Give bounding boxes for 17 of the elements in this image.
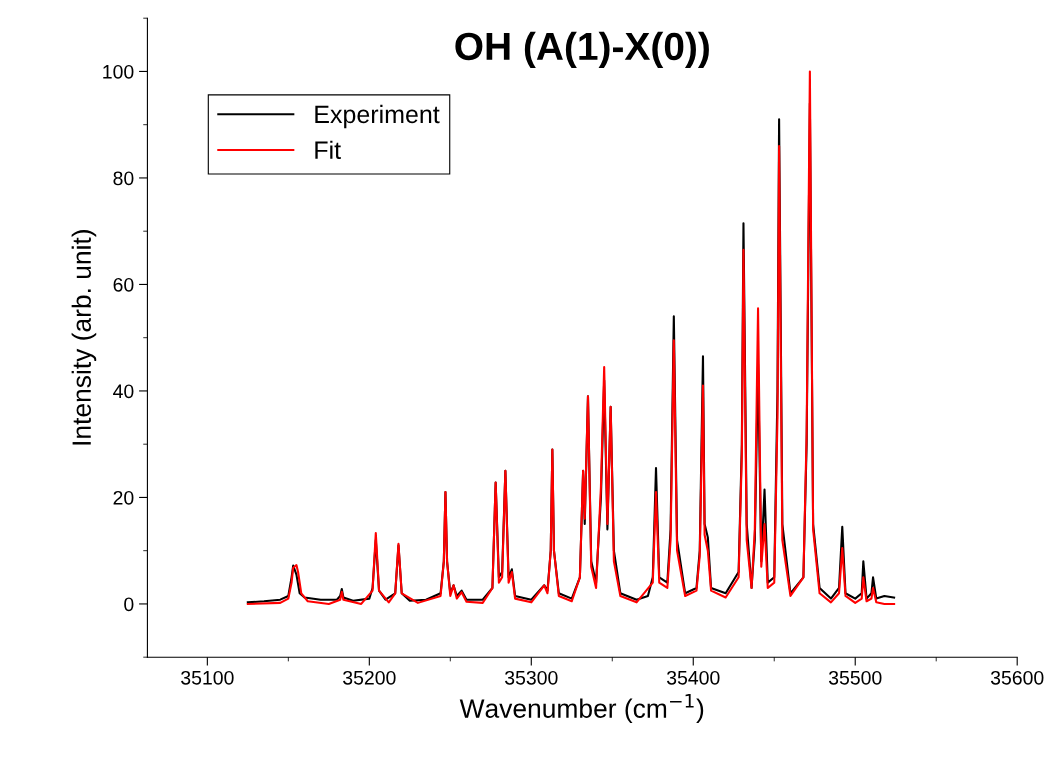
y-tick-label: 100 — [103, 64, 134, 79]
y-tick-label: 60 — [113, 277, 134, 292]
x-tick-label: 35200 — [343, 670, 396, 685]
legend-label: Fit — [315, 140, 341, 159]
y-tick-label: 20 — [113, 490, 134, 505]
x-tick-label: 35400 — [666, 670, 720, 685]
y-axis-title: Intensity (arb. unit) — [71, 230, 97, 445]
x-tick-label: 35100 — [181, 670, 234, 685]
y-tick-label: 40 — [113, 384, 134, 399]
x-axis-title: Wavenumber (cm$^{−1}$) — [459, 694, 704, 724]
x-tick-label: 35600 — [990, 670, 1044, 685]
legend-label: Experiment — [315, 104, 440, 129]
chart-title: OH (A(1)-X(0)) — [455, 31, 709, 68]
y-tick-label: 80 — [113, 171, 134, 186]
y-tick-label: 0 — [124, 597, 134, 612]
x-tick-label: 35500 — [828, 670, 882, 685]
x-tick-label: 35300 — [505, 670, 558, 685]
